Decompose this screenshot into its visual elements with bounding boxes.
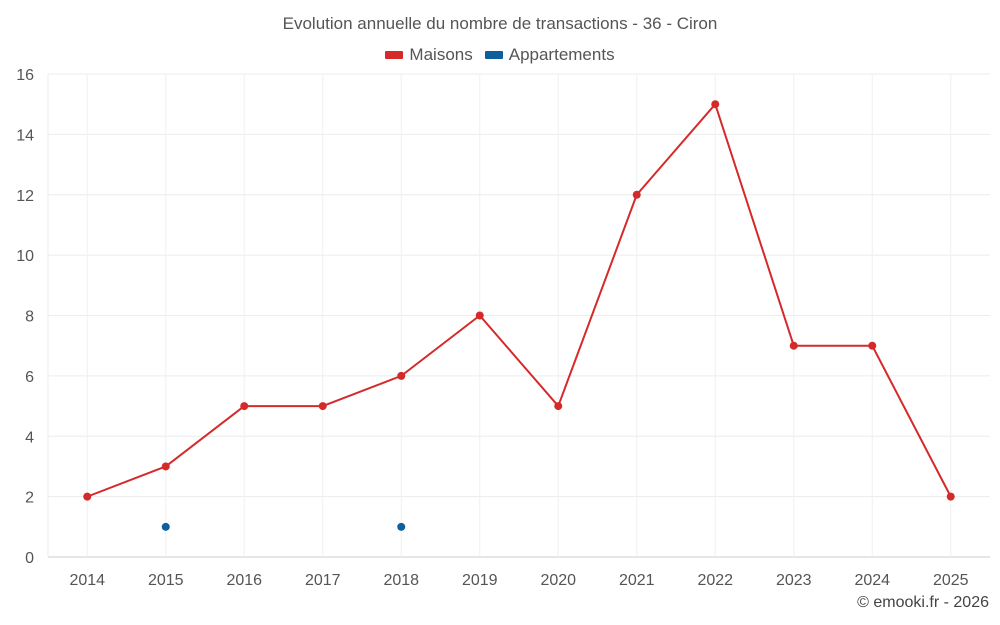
x-tick-label: 2016 bbox=[226, 572, 262, 589]
legend-item-maisons[interactable]: Maisons bbox=[385, 45, 473, 65]
legend-label-maisons: Maisons bbox=[409, 45, 473, 64]
credit-text: © emooki.fr - 2026 bbox=[857, 594, 989, 611]
y-tick-label: 2 bbox=[25, 490, 34, 507]
x-tick-label: 2014 bbox=[69, 572, 105, 589]
x-tick-label: 2025 bbox=[933, 572, 969, 589]
x-tick-label: 2021 bbox=[619, 572, 655, 589]
data-point-maisons bbox=[83, 492, 92, 501]
data-point-maisons bbox=[161, 462, 170, 471]
y-tick-label: 16 bbox=[16, 67, 34, 84]
data-point-maisons bbox=[397, 371, 406, 380]
data-point-maisons bbox=[711, 100, 720, 109]
data-point-maisons bbox=[240, 402, 249, 411]
y-tick-label: 12 bbox=[16, 188, 34, 205]
x-tick-label: 2023 bbox=[776, 572, 812, 589]
series-line-maisons bbox=[86, 103, 952, 498]
data-point-appartements bbox=[397, 522, 406, 531]
data-point-maisons bbox=[475, 311, 484, 320]
y-tick-label: 8 bbox=[25, 309, 34, 326]
legend-item-appartements[interactable]: Appartements bbox=[484, 45, 615, 65]
y-tick-label: 10 bbox=[16, 248, 34, 265]
y-tick-label: 6 bbox=[25, 369, 34, 386]
data-point-maisons bbox=[554, 402, 563, 411]
data-point-appartements bbox=[161, 522, 170, 531]
y-tick-label: 14 bbox=[16, 127, 34, 144]
x-tick-label: 2022 bbox=[697, 572, 733, 589]
chart-legend: Maisons Appartements bbox=[0, 45, 1000, 65]
x-tick-label: 2024 bbox=[854, 572, 890, 589]
legend-swatch-maisons bbox=[385, 51, 404, 59]
data-point-maisons bbox=[946, 492, 955, 501]
y-tick-label: 0 bbox=[25, 550, 34, 567]
data-point-maisons bbox=[868, 341, 877, 350]
chart-title: Evolution annuelle du nombre de transact… bbox=[282, 14, 718, 33]
legend-label-appartements: Appartements bbox=[508, 45, 615, 64]
y-tick-label: 4 bbox=[25, 429, 34, 446]
x-tick-label: 2019 bbox=[462, 572, 498, 589]
x-tick-label: 2018 bbox=[383, 572, 419, 589]
legend-swatch-appartements bbox=[484, 51, 503, 59]
data-point-maisons bbox=[789, 341, 798, 350]
data-point-maisons bbox=[318, 402, 327, 411]
x-tick-label: 2017 bbox=[305, 572, 341, 589]
data-point-maisons bbox=[632, 190, 641, 199]
x-tick-label: 2015 bbox=[148, 572, 184, 589]
x-tick-label: 2020 bbox=[540, 572, 576, 589]
